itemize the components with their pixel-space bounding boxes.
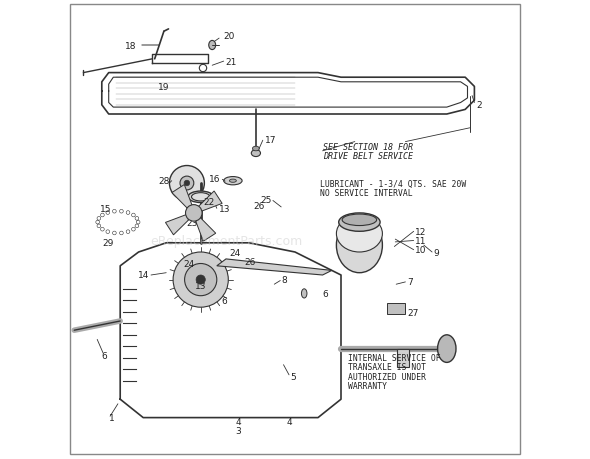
Ellipse shape <box>342 215 376 226</box>
Text: 17: 17 <box>265 135 277 145</box>
Ellipse shape <box>339 213 380 232</box>
Ellipse shape <box>192 193 210 202</box>
Text: 6: 6 <box>323 289 329 298</box>
Circle shape <box>196 275 205 285</box>
Text: 15: 15 <box>100 204 111 213</box>
Circle shape <box>169 166 204 201</box>
Ellipse shape <box>188 192 214 203</box>
Ellipse shape <box>230 180 237 183</box>
Text: SEE SECTION 18 FOR: SEE SECTION 18 FOR <box>323 142 412 151</box>
Text: DRIVE BELT SERVICE: DRIVE BELT SERVICE <box>323 151 412 161</box>
Text: 8: 8 <box>281 275 287 285</box>
Polygon shape <box>172 185 194 211</box>
Polygon shape <box>165 214 191 235</box>
Polygon shape <box>120 243 341 418</box>
Text: 16: 16 <box>209 174 221 184</box>
Text: 4: 4 <box>235 417 241 426</box>
Circle shape <box>185 264 217 296</box>
Bar <box>387 303 405 314</box>
Text: 25: 25 <box>261 195 272 204</box>
Circle shape <box>180 177 194 190</box>
Text: 29: 29 <box>102 239 113 248</box>
Ellipse shape <box>438 335 456 363</box>
Text: 3: 3 <box>235 426 241 435</box>
Bar <box>397 349 409 367</box>
Ellipse shape <box>209 41 216 50</box>
Text: 23: 23 <box>186 218 198 227</box>
Text: 1: 1 <box>109 413 114 422</box>
Text: TRANSAXLE IS NOT: TRANSAXLE IS NOT <box>348 363 426 372</box>
Circle shape <box>185 205 202 222</box>
Text: 21: 21 <box>225 57 237 67</box>
Text: 13: 13 <box>219 204 231 213</box>
Text: 7: 7 <box>408 278 414 287</box>
Text: 6: 6 <box>102 351 107 360</box>
Ellipse shape <box>224 177 242 185</box>
Circle shape <box>173 252 228 308</box>
Circle shape <box>184 181 189 186</box>
Text: 18: 18 <box>125 41 159 50</box>
Text: 28: 28 <box>159 177 170 186</box>
Text: 11: 11 <box>415 236 426 246</box>
Text: 24: 24 <box>230 248 241 257</box>
Text: 26: 26 <box>244 257 256 266</box>
Ellipse shape <box>253 147 260 151</box>
Polygon shape <box>196 191 222 213</box>
Text: WARRANTY: WARRANTY <box>348 381 387 390</box>
Text: LUBRICANT - 1-3/4 QTS. SAE 20W: LUBRICANT - 1-3/4 QTS. SAE 20W <box>320 179 467 188</box>
Ellipse shape <box>336 216 382 252</box>
Text: 2: 2 <box>477 101 482 110</box>
Polygon shape <box>217 259 332 275</box>
Ellipse shape <box>301 289 307 298</box>
Ellipse shape <box>251 151 261 157</box>
Text: NO SERVICE INTERVAL: NO SERVICE INTERVAL <box>320 188 413 197</box>
Text: 24: 24 <box>183 259 195 269</box>
Polygon shape <box>194 216 216 242</box>
Text: 14: 14 <box>138 271 149 280</box>
Text: 22: 22 <box>203 197 215 207</box>
Text: 20: 20 <box>224 32 235 41</box>
Text: 10: 10 <box>415 246 426 255</box>
Text: 9: 9 <box>433 248 439 257</box>
Text: 6: 6 <box>221 296 227 305</box>
Text: 19: 19 <box>158 83 170 92</box>
Text: INTERNAL SERVICE OF: INTERNAL SERVICE OF <box>348 353 441 363</box>
Text: 13: 13 <box>195 281 206 290</box>
Text: eReplacementParts.com: eReplacementParts.com <box>150 235 302 247</box>
Text: AUTHORIZED UNDER: AUTHORIZED UNDER <box>348 372 426 381</box>
Ellipse shape <box>397 353 409 364</box>
Text: 5: 5 <box>290 372 296 381</box>
Text: 12: 12 <box>415 227 426 236</box>
Text: 27: 27 <box>408 308 419 318</box>
Text: 4: 4 <box>287 417 292 426</box>
Ellipse shape <box>336 218 382 273</box>
Text: 26: 26 <box>254 202 265 211</box>
